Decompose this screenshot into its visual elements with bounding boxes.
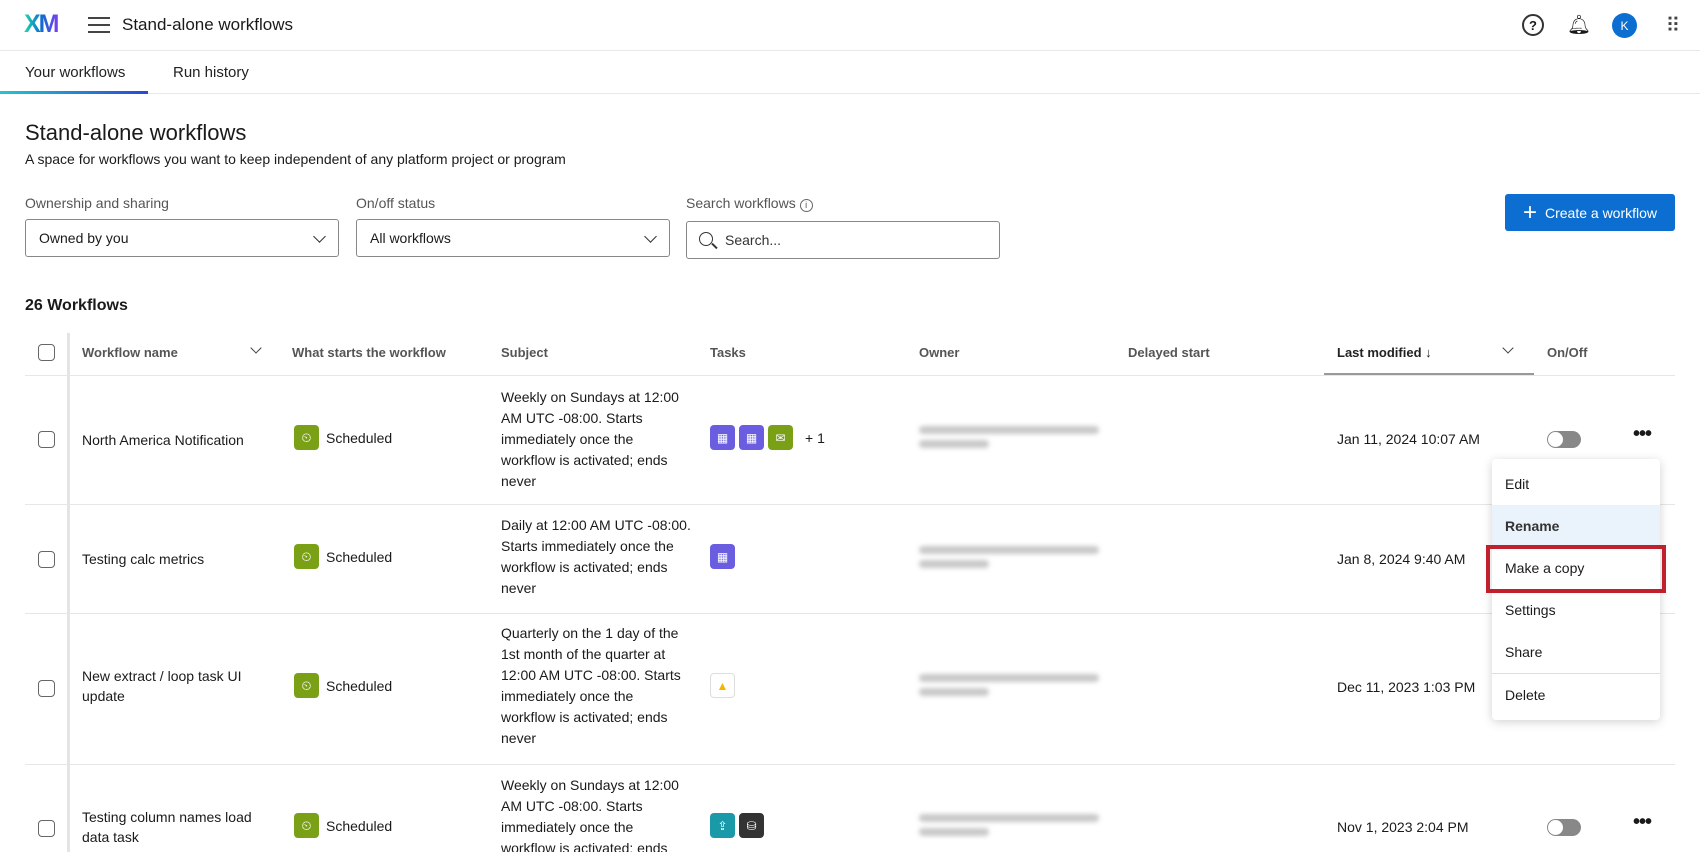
divider <box>25 375 1675 376</box>
owner-blurred <box>919 420 1119 454</box>
col-subject[interactable]: Subject <box>501 345 548 360</box>
workflow-name[interactable]: North America Notification <box>82 432 244 448</box>
page-subtitle: A space for workflows you want to keep i… <box>25 151 566 167</box>
owner-blurred <box>919 808 1119 842</box>
status-dropdown[interactable]: All workflows <box>356 219 670 257</box>
trigger: ⏲ Scheduled <box>294 544 392 569</box>
calculator-icon: ▦ <box>710 544 735 569</box>
subject: Weekly on Sundays at 12:00 AM UTC -08:00… <box>501 389 679 489</box>
menu-item-make-a-copy[interactable]: Make a copy <box>1486 545 1666 593</box>
subject: Daily at 12:00 AM UTC -08:00. Starts imm… <box>501 517 691 596</box>
column-divider <box>67 333 70 852</box>
on-off-toggle[interactable] <box>1547 431 1581 448</box>
tasks: ▦ <box>710 544 735 569</box>
trigger: ⏲ Scheduled <box>294 673 392 698</box>
row-checkbox[interactable] <box>38 551 55 568</box>
chevron-down-icon[interactable] <box>250 342 262 354</box>
google-drive-icon: ▲ <box>710 673 735 698</box>
on-off-toggle[interactable] <box>1547 819 1581 836</box>
row-checkbox[interactable] <box>38 820 55 837</box>
more-options-icon[interactable]: ••• <box>1633 811 1652 833</box>
chevron-down-icon[interactable] <box>1502 342 1514 354</box>
ownership-dropdown[interactable]: Owned by you <box>25 219 339 257</box>
ownership-value: Owned by you <box>39 230 129 246</box>
owner-blurred <box>919 668 1119 702</box>
status-value: All workflows <box>370 230 451 246</box>
chevron-down-icon <box>644 230 657 243</box>
workflow-name[interactable]: New extract / loop task UI update <box>82 668 242 704</box>
workflow-name[interactable]: Testing calc metrics <box>82 551 205 567</box>
col-owner[interactable]: Owner <box>919 345 960 360</box>
more-options-icon[interactable]: ••• <box>1633 423 1652 445</box>
menu-item-edit[interactable]: Edit <box>1505 476 1530 492</box>
app-title: Stand-alone workflows <box>122 15 294 34</box>
tab-bar: Your workflows Run history <box>0 51 1700 94</box>
page-title: Stand-alone workflows <box>25 120 247 145</box>
bell-icon[interactable]: 🔔︎ <box>1566 15 1592 36</box>
search-input[interactable]: Search... <box>686 221 1000 259</box>
menu-item-delete[interactable]: Delete <box>1505 687 1546 703</box>
menu-divider <box>1492 673 1660 674</box>
owner-blurred <box>919 540 1119 574</box>
tasks: ▲ <box>710 673 735 698</box>
info-icon[interactable]: i <box>799 199 813 212</box>
menu-item-settings[interactable]: Settings <box>1505 602 1556 618</box>
create-workflow-button[interactable]: + Create a workflow <box>1505 194 1675 231</box>
row-checkbox[interactable] <box>38 680 55 697</box>
row-checkbox[interactable] <box>38 431 55 448</box>
col-on-off: On/Off <box>1547 345 1588 360</box>
help-icon[interactable]: ? <box>1522 14 1544 36</box>
more-tasks-count: + 1 <box>805 429 825 446</box>
upload-icon: ⇪ <box>710 813 735 838</box>
subject: Quarterly on the 1 day of the 1st month … <box>501 625 681 746</box>
tasks: ▦ ▦ ✉ + 1 <box>710 425 825 450</box>
row-options-menu: Edit Rename Make a copy Settings Share D… <box>1486 459 1666 720</box>
hamburger-menu-icon[interactable] <box>88 17 110 33</box>
last-modified: Dec 11, 2023 1:03 PM <box>1337 679 1476 695</box>
sort-indicator <box>1324 373 1534 375</box>
search-label: Search workflows i <box>686 195 813 212</box>
apps-grid-icon[interactable]: ⠿ <box>1665 14 1681 37</box>
workflow-name[interactable]: Testing column names load data task <box>82 809 252 845</box>
ownership-label: Ownership and sharing <box>25 195 169 211</box>
xm-logo[interactable]: XM <box>24 10 59 38</box>
avatar[interactable]: K <box>1612 13 1637 38</box>
active-tab-indicator <box>0 91 148 94</box>
tab-run-history[interactable]: Run history <box>173 64 249 81</box>
trigger: ⏲ Scheduled <box>294 425 392 450</box>
subject: Weekly on Sundays at 12:00 AM UTC -08:00… <box>501 777 679 852</box>
col-last-modified[interactable]: Last modified ↓ <box>1337 345 1432 360</box>
chevron-down-icon <box>313 230 326 243</box>
last-modified: Jan 8, 2024 9:40 AM <box>1337 551 1466 567</box>
status-label: On/off status <box>356 195 436 211</box>
scheduled-calendar-icon: ⏲ <box>294 425 319 450</box>
plus-icon: + <box>1522 198 1537 226</box>
email-icon: ✉ <box>768 425 793 450</box>
last-modified: Jan 11, 2024 10:07 AM <box>1337 431 1480 447</box>
col-trigger[interactable]: What starts the workflow <box>292 345 446 360</box>
tasks: ⇪ ⛁ <box>710 813 764 838</box>
col-tasks[interactable]: Tasks <box>710 345 746 360</box>
calculator-icon: ▦ <box>739 425 764 450</box>
menu-item-rename[interactable]: Rename <box>1492 505 1660 547</box>
col-workflow-name[interactable]: Workflow name <box>82 345 178 360</box>
scheduled-calendar-icon: ⏲ <box>294 673 319 698</box>
database-icon: ⛁ <box>739 813 764 838</box>
select-all-checkbox[interactable] <box>38 344 55 361</box>
workflow-count: 26 Workflows <box>25 297 128 314</box>
menu-item-share[interactable]: Share <box>1505 644 1543 660</box>
scheduled-calendar-icon: ⏲ <box>294 813 319 838</box>
trigger: ⏲ Scheduled <box>294 813 392 838</box>
col-delayed-start[interactable]: Delayed start <box>1128 345 1210 360</box>
scheduled-calendar-icon: ⏲ <box>294 544 319 569</box>
top-header: XM Stand-alone workflows ? 🔔︎ K ⠿ <box>0 0 1700 51</box>
tab-your-workflows[interactable]: Your workflows <box>25 64 126 81</box>
calculator-icon: ▦ <box>710 425 735 450</box>
last-modified: Nov 1, 2023 2:04 PM <box>1337 819 1469 835</box>
search-icon <box>699 232 713 246</box>
